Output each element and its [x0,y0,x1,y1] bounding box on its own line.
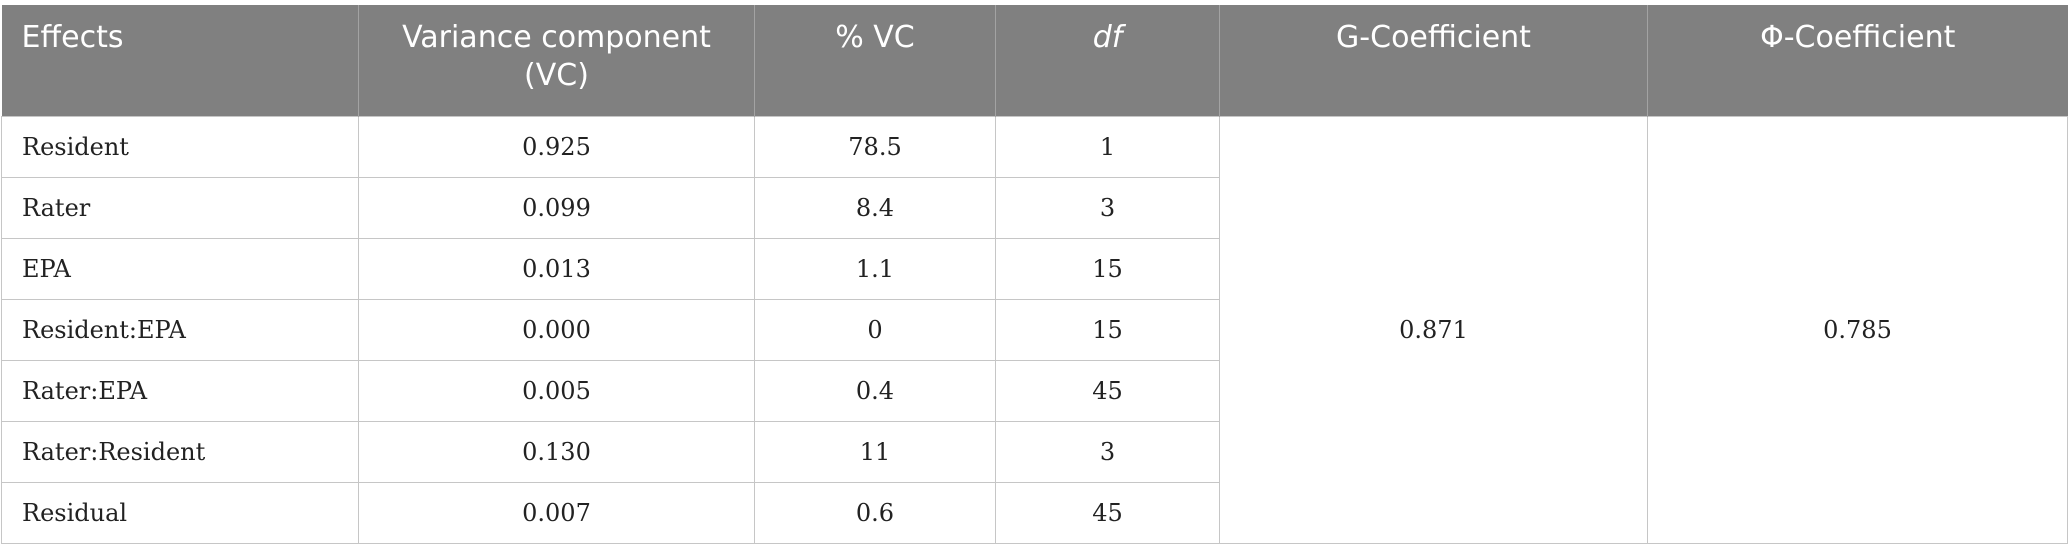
cell-phi-coefficient: 0.785 [1647,115,2068,544]
cell-pct-vc: 0 [754,298,996,361]
table-row: Residual 0.007 0.6 45 [1,481,2068,544]
cell-effect: Resident [1,115,359,178]
table-row: EPA 0.013 1.1 15 [1,237,2068,300]
cell-vc: 0.130 [358,420,755,483]
cell-vc: 0.099 [358,176,755,239]
cell-pct-vc: 1.1 [754,237,996,300]
table-row: Resident 0.925 78.5 1 0.871 0.785 [1,115,2068,544]
cell-vc: 0.000 [358,298,755,361]
cell-effect: Resident:EPA [1,298,359,361]
cell-df: 45 [995,359,1220,422]
header-row: Effects Variance component (VC) % VC df … [1,5,2068,116]
cell-vc: 0.925 [358,115,755,178]
cell-effect: Rater:Resident [1,420,359,483]
header-effects: Effects [1,5,359,116]
cell-vc: 0.007 [358,481,755,544]
cell-df: 15 [995,237,1220,300]
cell-pct-vc: 0.6 [754,481,996,544]
table-row: Resident:EPA 0.000 0 15 [1,298,2068,361]
cell-pct-vc: 78.5 [754,115,996,178]
cell-df: 45 [995,481,1220,544]
cell-effect: EPA [1,237,359,300]
table-row: Rater:Resident 0.130 11 3 [1,420,2068,483]
header-phi-coefficient: Φ-Coefficient [1647,5,2068,116]
cell-vc: 0.013 [358,237,755,300]
header-percent-vc: % VC [754,5,996,116]
cell-effect: Residual [1,481,359,544]
header-variance-component: Variance component (VC) [358,5,755,116]
table-row: Rater:EPA 0.005 0.4 45 [1,359,2068,422]
cell-df: 3 [995,420,1220,483]
cell-pct-vc: 8.4 [754,176,996,239]
cell-df: 1 [995,115,1220,178]
cell-g-coefficient: 0.871 [1219,115,1648,544]
cell-effect: Rater [1,176,359,239]
header-df: df [995,5,1220,116]
cell-effect: Rater:EPA [1,359,359,422]
cell-df: 15 [995,298,1220,361]
cell-df: 3 [995,176,1220,239]
table-header: Effects Variance component (VC) % VC df … [1,5,2068,116]
header-g-coefficient: G-Coefficient [1219,5,1648,116]
cell-pct-vc: 11 [754,420,996,483]
cell-vc: 0.005 [358,359,755,422]
table-body: Resident 0.925 78.5 1 0.871 0.785 Rater … [1,115,2068,544]
cell-pct-vc: 0.4 [754,359,996,422]
variance-components-table: Effects Variance component (VC) % VC df … [1,5,2068,544]
